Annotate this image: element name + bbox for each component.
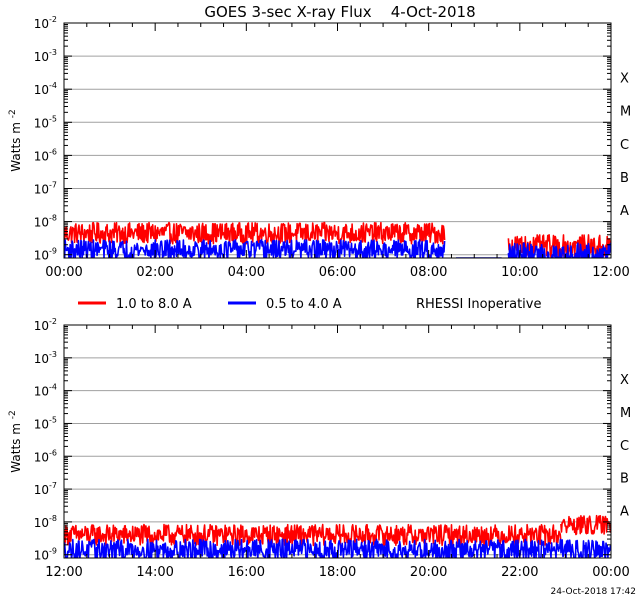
x-tick-label: 12:00 (45, 565, 82, 580)
y-tick-label: 10-2 (34, 15, 57, 31)
y-tick-base: 10 (34, 17, 49, 31)
legend: 1.0 to 8.0 A 0.5 to 4.0 A RHESSI Inopera… (78, 297, 541, 312)
y-tick-label: 10-9 (34, 547, 57, 563)
x-tick-label: 20:00 (410, 565, 447, 580)
x-tick-label: 00:00 (592, 565, 629, 580)
y-tick-base: 10 (34, 216, 49, 230)
top-panel: 10-910-810-710-610-510-410-310-2ABCMX00:… (8, 15, 631, 280)
x-tick-label: 12:00 (592, 265, 629, 280)
y-tick-base: 10 (34, 549, 49, 563)
plot-area (64, 221, 611, 258)
chart-title: GOES 3-sec X-ray Flux 4-Oct-2018 (204, 3, 475, 21)
y-tick-exponent: -5 (49, 415, 57, 424)
y-tick-base: 10 (34, 516, 49, 530)
y-tick-base: 10 (34, 182, 49, 196)
legend-label-long: 1.0 to 8.0 A (116, 297, 192, 312)
y-tick-exponent: -9 (49, 547, 57, 556)
y-tick-label: 10-3 (34, 350, 57, 366)
y-tick-base: 10 (34, 450, 49, 464)
x-tick-label: 08:00 (410, 265, 447, 280)
x-tick-label: 00:00 (45, 265, 82, 280)
y-tick-exponent: -2 (49, 15, 57, 24)
trace-long-wavelength (64, 523, 562, 547)
y-tick-base: 10 (34, 249, 49, 263)
x-tick-label: 16:00 (228, 565, 265, 580)
y-tick-exponent: -2 (49, 317, 57, 326)
y-tick-exponent: -3 (49, 350, 57, 359)
x-tick-label: 18:00 (319, 565, 356, 580)
trace-short-wavelength (507, 242, 611, 258)
y-axis-label-exponent: -2 (8, 109, 18, 118)
y-tick-exponent: -7 (49, 180, 57, 189)
y-tick-label: 10-4 (34, 383, 57, 399)
y-tick-base: 10 (34, 319, 49, 333)
bottom-panel: 10-910-810-710-610-510-410-310-2ABCMX12:… (8, 317, 631, 580)
y-tick-exponent: -6 (49, 147, 57, 156)
y-tick-label: 10-4 (34, 81, 57, 97)
trace-long-wavelength (560, 514, 611, 536)
plot-frame (63, 22, 612, 259)
y-tick-base: 10 (34, 116, 49, 130)
y-tick-exponent: -8 (49, 214, 57, 223)
trace-short-wavelength (64, 239, 446, 258)
y-axis-label: Watts m -2 (8, 410, 23, 472)
y-tick-base: 10 (34, 50, 49, 64)
y-tick-exponent: -8 (49, 514, 57, 523)
flare-class-label: A (620, 204, 629, 219)
x-tick-label: 10:00 (501, 265, 538, 280)
y-tick-exponent: -4 (49, 81, 57, 90)
y-tick-exponent: -4 (49, 383, 57, 392)
y-tick-exponent: -6 (49, 448, 57, 457)
y-tick-label: 10-8 (34, 214, 57, 230)
flare-class-label: M (620, 105, 631, 120)
y-axis-label-text: Watts m (9, 118, 23, 171)
y-tick-base: 10 (34, 83, 49, 97)
y-tick-label: 10-3 (34, 48, 57, 64)
flare-class-label: C (620, 439, 629, 454)
y-tick-label: 10-6 (34, 448, 57, 464)
y-tick-exponent: -3 (49, 48, 57, 57)
x-tick-label: 14:00 (136, 565, 173, 580)
flare-class-label: A (620, 504, 629, 519)
y-tick-label: 10-8 (34, 514, 57, 530)
x-tick-label: 22:00 (501, 565, 538, 580)
y-tick-base: 10 (34, 352, 49, 366)
y-tick-label: 10-9 (34, 247, 57, 263)
y-tick-label: 10-7 (34, 180, 57, 196)
y-tick-label: 10-7 (34, 481, 57, 497)
y-tick-label: 10-5 (34, 415, 57, 431)
y-tick-exponent: -9 (49, 247, 57, 256)
y-axis-label-text: Watts m (9, 419, 23, 472)
legend-label-short: 0.5 to 4.0 A (266, 297, 342, 312)
flare-class-label: X (620, 72, 629, 87)
flare-class-label: C (620, 138, 629, 153)
y-tick-base: 10 (34, 149, 49, 163)
y-tick-base: 10 (34, 385, 49, 399)
y-axis-label: Watts m -2 (8, 109, 23, 171)
plot-frame (63, 324, 612, 559)
x-tick-label: 04:00 (228, 265, 265, 280)
y-tick-exponent: -7 (49, 481, 57, 490)
flare-class-label: X (620, 373, 629, 388)
y-tick-base: 10 (34, 417, 49, 431)
footer-timestamp: 24-Oct-2018 17:42 (551, 587, 636, 597)
flare-class-label: B (620, 472, 629, 487)
x-tick-label: 06:00 (319, 265, 356, 280)
y-tick-label: 10-6 (34, 147, 57, 163)
y-tick-label: 10-5 (34, 114, 57, 130)
y-tick-base: 10 (34, 483, 49, 497)
legend-note-rhessi: RHESSI Inoperative (416, 297, 541, 312)
x-tick-label: 02:00 (136, 265, 173, 280)
flare-class-label: B (620, 171, 629, 186)
y-tick-exponent: -5 (49, 114, 57, 123)
trace-long-wavelength (64, 221, 446, 245)
y-axis-label-exponent: -2 (8, 410, 18, 419)
flare-class-label: M (620, 406, 631, 421)
y-tick-label: 10-2 (34, 317, 57, 333)
